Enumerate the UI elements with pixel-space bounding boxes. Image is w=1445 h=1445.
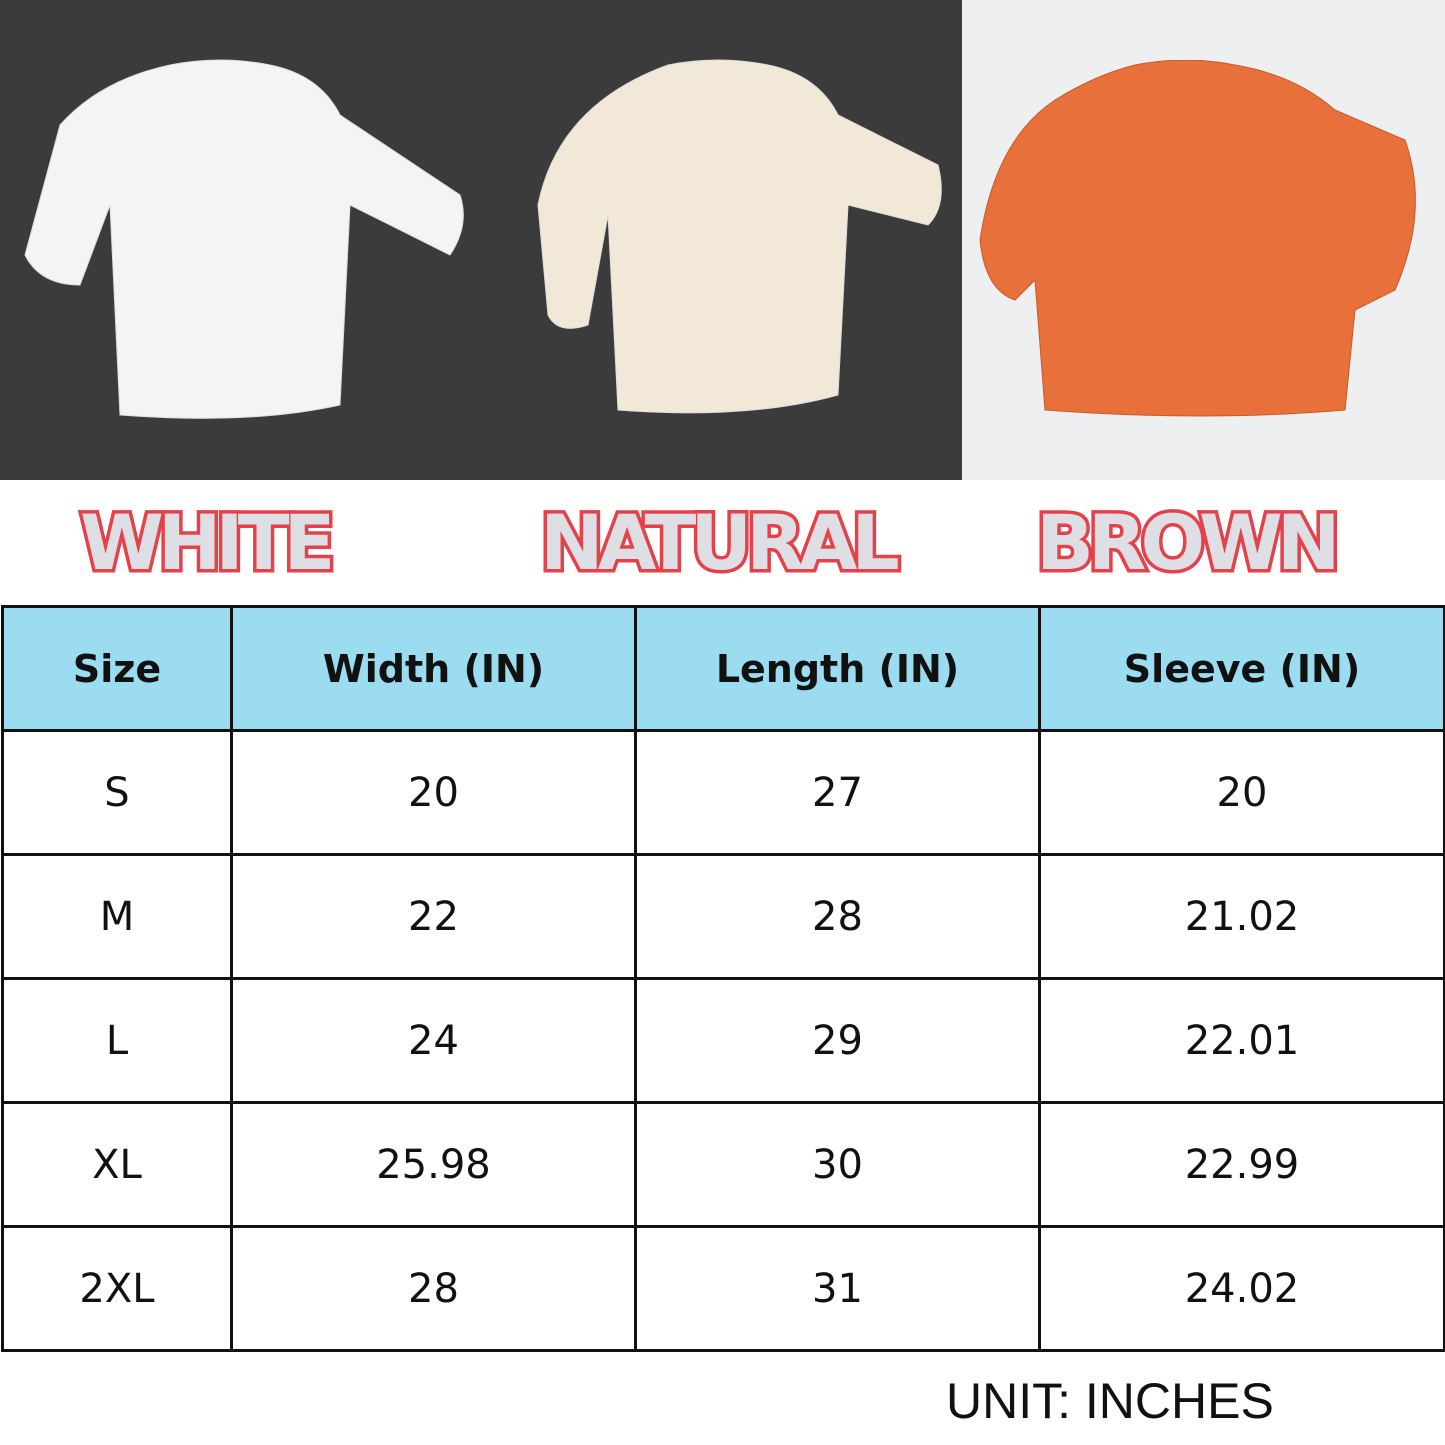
table-header-row: Size Width (IN) Length (IN) Sleeve (IN) xyxy=(1,605,1445,732)
cell-length: 28 xyxy=(634,853,1041,980)
header-size: Size xyxy=(1,605,233,732)
cell-size: XL xyxy=(1,1101,233,1228)
color-label-brown: BROWN xyxy=(1033,495,1344,591)
header-width: Width (IN) xyxy=(230,605,637,732)
table-row: L 24 29 22.01 xyxy=(1,977,1445,1104)
cell-sleeve: 20 xyxy=(1038,729,1445,856)
cell-width: 24 xyxy=(230,977,637,1104)
cell-width: 28 xyxy=(230,1225,637,1352)
size-chart-table: Size Width (IN) Length (IN) Sleeve (IN) … xyxy=(1,605,1445,1352)
cell-sleeve: 22.01 xyxy=(1038,977,1445,1104)
table-row: XL 25.98 30 22.99 xyxy=(1,1101,1445,1228)
cell-width: 25.98 xyxy=(230,1101,637,1228)
cell-length: 27 xyxy=(634,729,1041,856)
cell-size: M xyxy=(1,853,233,980)
cell-sleeve: 24.02 xyxy=(1038,1225,1445,1352)
cell-length: 31 xyxy=(634,1225,1041,1352)
color-label-natural: NATURAL xyxy=(537,495,904,591)
header-sleeve: Sleeve (IN) xyxy=(1038,605,1445,732)
table-row: S 20 27 20 xyxy=(1,729,1445,856)
cell-size: L xyxy=(1,977,233,1104)
cell-width: 22 xyxy=(230,853,637,980)
header-length: Length (IN) xyxy=(634,605,1041,732)
cell-length: 30 xyxy=(634,1101,1041,1228)
cell-sleeve: 22.99 xyxy=(1038,1101,1445,1228)
cell-width: 20 xyxy=(230,729,637,856)
cell-sleeve: 21.02 xyxy=(1038,853,1445,980)
white-sweatshirt-image xyxy=(24,59,464,419)
cell-size: S xyxy=(1,729,233,856)
color-label-white: WHITE xyxy=(76,495,339,591)
table-row: M 22 28 21.02 xyxy=(1,853,1445,980)
brown-sweatshirt-image xyxy=(979,60,1416,417)
cell-size: 2XL xyxy=(1,1225,233,1352)
table-row: 2XL 28 31 24.02 xyxy=(1,1225,1445,1352)
cell-length: 29 xyxy=(634,977,1041,1104)
unit-note: UNIT: INCHES xyxy=(946,1373,1274,1429)
natural-sweatshirt-image xyxy=(537,59,942,414)
